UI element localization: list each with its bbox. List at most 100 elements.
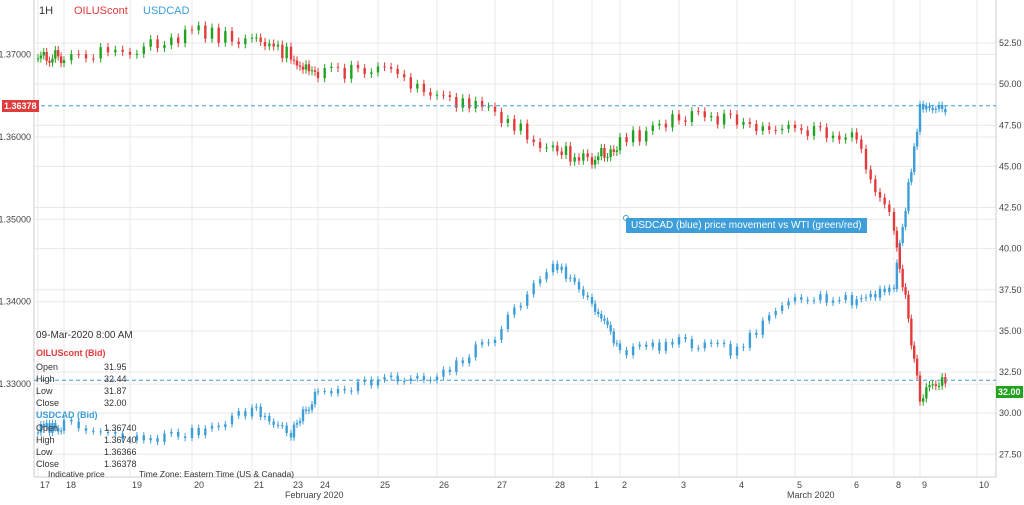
x-tick-label: 18 <box>66 480 76 490</box>
usdcad-candle <box>163 433 166 442</box>
usdcad-candle <box>564 266 568 279</box>
usdcad-candle <box>556 263 559 270</box>
oil-candle <box>51 58 54 63</box>
usdcad-candle <box>268 416 271 422</box>
oil-candle <box>506 119 510 123</box>
usdcad-candle <box>931 107 934 110</box>
oil-candle <box>250 37 254 39</box>
oil-candle <box>350 64 353 79</box>
oil-candle <box>409 77 412 89</box>
oil-candle <box>825 127 828 139</box>
usdcad-candle <box>831 300 835 303</box>
oil-candle <box>114 49 117 53</box>
info-oil-open: Open 31.95 <box>36 362 127 372</box>
usdcad-candle <box>742 346 745 348</box>
oil-candle <box>921 398 925 402</box>
y-left-tick-label: 1.36000 <box>0 132 31 142</box>
x-tick-label: 23 <box>293 480 303 490</box>
oil-candle <box>593 160 597 165</box>
oil-candle <box>383 66 386 68</box>
y-right-tick-label: 30.00 <box>999 408 1022 418</box>
oil-candle <box>442 94 445 96</box>
oil-candle <box>831 135 835 139</box>
info-usd-low: Low 1.36366 <box>36 447 137 457</box>
usdcad-candle <box>844 295 847 300</box>
symbol-usdcad[interactable]: USDCAD <box>143 5 190 17</box>
usdcad-candle <box>910 171 913 183</box>
usdcad-candle <box>416 376 419 379</box>
oil-candle <box>940 377 944 386</box>
usdcad-candle <box>569 277 572 279</box>
oil-candle <box>307 64 311 72</box>
usdcad-candle <box>671 341 674 345</box>
x-tick-label: 4 <box>739 480 744 490</box>
oil-candle <box>513 119 516 131</box>
symbol-oil[interactable]: OILUScont <box>74 5 128 17</box>
usdcad-candle <box>403 381 406 383</box>
usdcad-candle <box>350 390 353 392</box>
usdcad-candle <box>532 283 535 295</box>
oil-candle <box>612 149 615 152</box>
usdcad-candle <box>62 419 66 431</box>
oil-candle <box>500 111 503 123</box>
oil-candle <box>183 29 187 44</box>
oil-candle <box>224 31 227 43</box>
info-usd-close: Close 1.36378 <box>36 459 137 469</box>
timeframe-label[interactable]: 1H <box>39 5 54 17</box>
usdcad-candle <box>850 295 854 306</box>
x-tick-label: 10 <box>979 480 989 490</box>
usdcad-candle <box>210 425 214 429</box>
usdcad-candle <box>493 339 497 344</box>
oil-candle <box>860 139 863 149</box>
oil-candle <box>292 59 296 61</box>
oil-candle <box>606 157 609 159</box>
oil-candle <box>343 67 346 79</box>
x-tick-label: 5 <box>797 480 802 490</box>
usdcad-candle <box>855 299 858 306</box>
oil-candle <box>904 287 907 295</box>
oil-candle <box>84 54 88 59</box>
usdcad-candle <box>292 424 296 438</box>
oil-candle <box>888 204 891 212</box>
usdcad-candle <box>429 379 432 381</box>
usdcad-candle <box>474 344 477 358</box>
x-tick-label: 27 <box>497 480 507 490</box>
oil-candle <box>448 95 452 97</box>
x-tick-label: 6 <box>854 480 859 490</box>
usdcad-candle <box>272 421 275 425</box>
usdcad-candle <box>237 411 240 416</box>
y-right-tick-label: 40.00 <box>999 244 1022 254</box>
oil-candle <box>128 51 132 55</box>
usdcad-candle <box>651 342 654 347</box>
oil-candle <box>742 122 745 125</box>
usdcad-candle <box>638 344 641 347</box>
oil-candle <box>204 25 207 39</box>
oil-candle <box>519 123 522 131</box>
oil-candle <box>455 96 458 108</box>
usdcad-candle <box>606 320 609 325</box>
oil-candle <box>573 157 576 162</box>
usdcad-candle <box>36 432 40 434</box>
oil-candle <box>389 67 393 69</box>
usdcad-candle <box>819 294 822 301</box>
x-tick-label: 3 <box>681 480 686 490</box>
y-right-tick-label: 47.50 <box>999 120 1022 130</box>
usdcad-candle <box>135 435 139 441</box>
oil-candle <box>551 145 555 148</box>
oil-candle <box>487 106 490 108</box>
oil-candle <box>774 129 777 131</box>
usdcad-candle <box>703 342 706 349</box>
oil-candle <box>142 46 145 54</box>
oil-candle <box>106 47 110 53</box>
oil-candle <box>806 130 809 136</box>
usdcad-candle <box>519 305 522 308</box>
usdcad-candle <box>230 415 234 425</box>
usdcad-candle <box>573 277 576 282</box>
info-datetime: 09-Mar-2020 8:00 AM <box>36 330 133 341</box>
usdcad-candle <box>77 421 80 429</box>
oil-candle <box>937 385 941 387</box>
oil-candle <box>913 345 916 359</box>
oil-candle <box>370 72 373 74</box>
